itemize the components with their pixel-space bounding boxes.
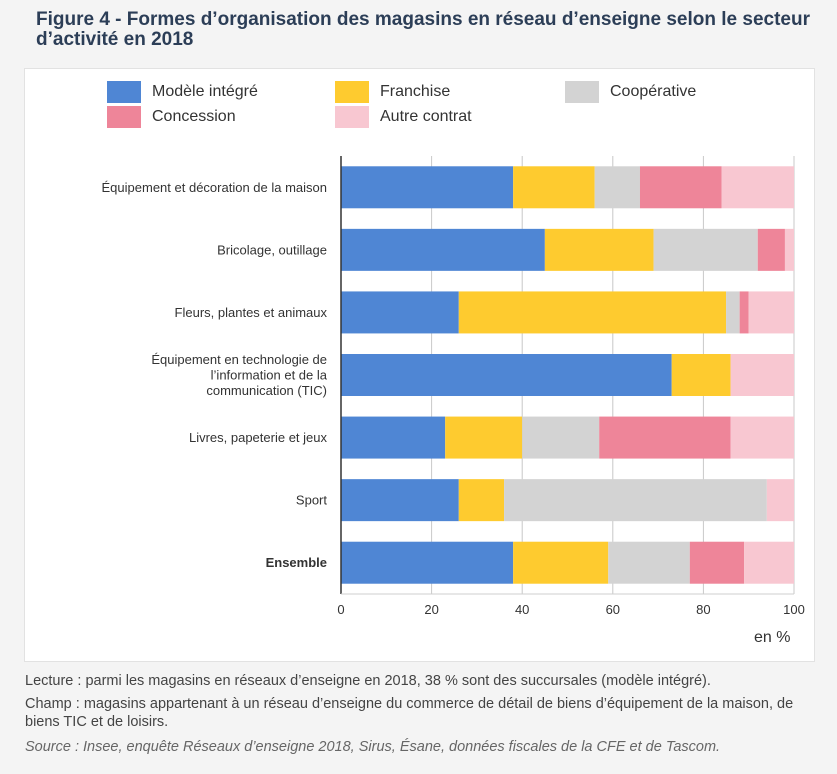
x-tick-label: 100 <box>783 602 805 617</box>
bar-segment <box>748 291 794 334</box>
bar-segment <box>513 166 595 209</box>
bar-segment <box>458 479 505 522</box>
legend-label: Coopérative <box>610 83 697 100</box>
bar-segment <box>608 541 690 584</box>
x-tick-label: 60 <box>606 602 620 617</box>
legend-swatch <box>107 106 141 128</box>
bar-segment <box>653 228 758 271</box>
bar-segment <box>458 291 727 334</box>
bar-segment <box>445 416 523 459</box>
bar-segment <box>689 541 745 584</box>
legend-swatch <box>107 81 141 103</box>
bar-segment <box>341 479 459 522</box>
bar-segment <box>341 166 514 209</box>
bar-segment <box>544 228 654 271</box>
legend-swatch <box>335 81 369 103</box>
legend-label: Autre contrat <box>380 108 472 125</box>
bar-segment <box>594 166 640 209</box>
bar-segment <box>341 354 672 396</box>
x-tick-label: 80 <box>696 602 710 617</box>
bar-segment <box>671 354 731 396</box>
bar-segment <box>757 228 785 271</box>
bar-segment <box>599 416 731 459</box>
bar-segment <box>739 291 749 334</box>
bar-segment <box>513 541 609 584</box>
x-tick-label: 0 <box>337 602 344 617</box>
x-tick-label: 40 <box>515 602 529 617</box>
footnote-lecture: Lecture : parmi les magasins en réseaux … <box>25 673 711 689</box>
legend-swatch <box>335 106 369 128</box>
bar-segment <box>341 541 514 584</box>
bar-segment <box>504 479 767 522</box>
category-label: Sport <box>296 493 327 508</box>
category-label: Bricolage, outillage <box>217 242 327 257</box>
category-label: Fleurs, plantes et animaux <box>175 305 328 320</box>
bar-segment <box>730 416 794 459</box>
unit-label: en % <box>754 629 791 646</box>
footnote-champ: Champ : magasins appartenant à un réseau… <box>25 696 794 730</box>
bar-segment <box>341 416 446 459</box>
footnote-source: Source : Insee, enquête Réseaux d’enseig… <box>25 739 721 755</box>
category-label: Ensemble <box>266 555 327 570</box>
bar-segment <box>744 541 794 584</box>
bar-segment <box>784 228 794 271</box>
bar-segment <box>726 291 740 334</box>
legend-label: Franchise <box>380 83 451 100</box>
figure-title: Figure 4 - Formes d’organisation des mag… <box>36 9 810 50</box>
x-tick-label: 20 <box>424 602 438 617</box>
bar-segment <box>721 166 794 209</box>
stacked-bar-chart: 0 20 40 60 80 100 Équipement et décoration de … <box>102 156 805 617</box>
bar-segment <box>730 354 794 396</box>
bar-segment <box>639 166 722 209</box>
category-label: Équipement en technologie de l’informatio… <box>151 352 327 398</box>
bar-segment <box>341 228 545 271</box>
category-label: Livres, papeterie et jeux <box>189 430 328 445</box>
legend-label: Concession <box>152 108 236 125</box>
bar-segment <box>522 416 600 459</box>
legend-label: Modèle intégré <box>152 83 258 100</box>
chart-panel: Modèle intégré Franchise Coopérative Conces… <box>24 68 815 662</box>
legend-swatch <box>565 81 599 103</box>
category-label: Équipement et décoration de la maison <box>102 180 327 195</box>
bar-segment <box>766 479 794 522</box>
bar-segment <box>341 291 459 334</box>
